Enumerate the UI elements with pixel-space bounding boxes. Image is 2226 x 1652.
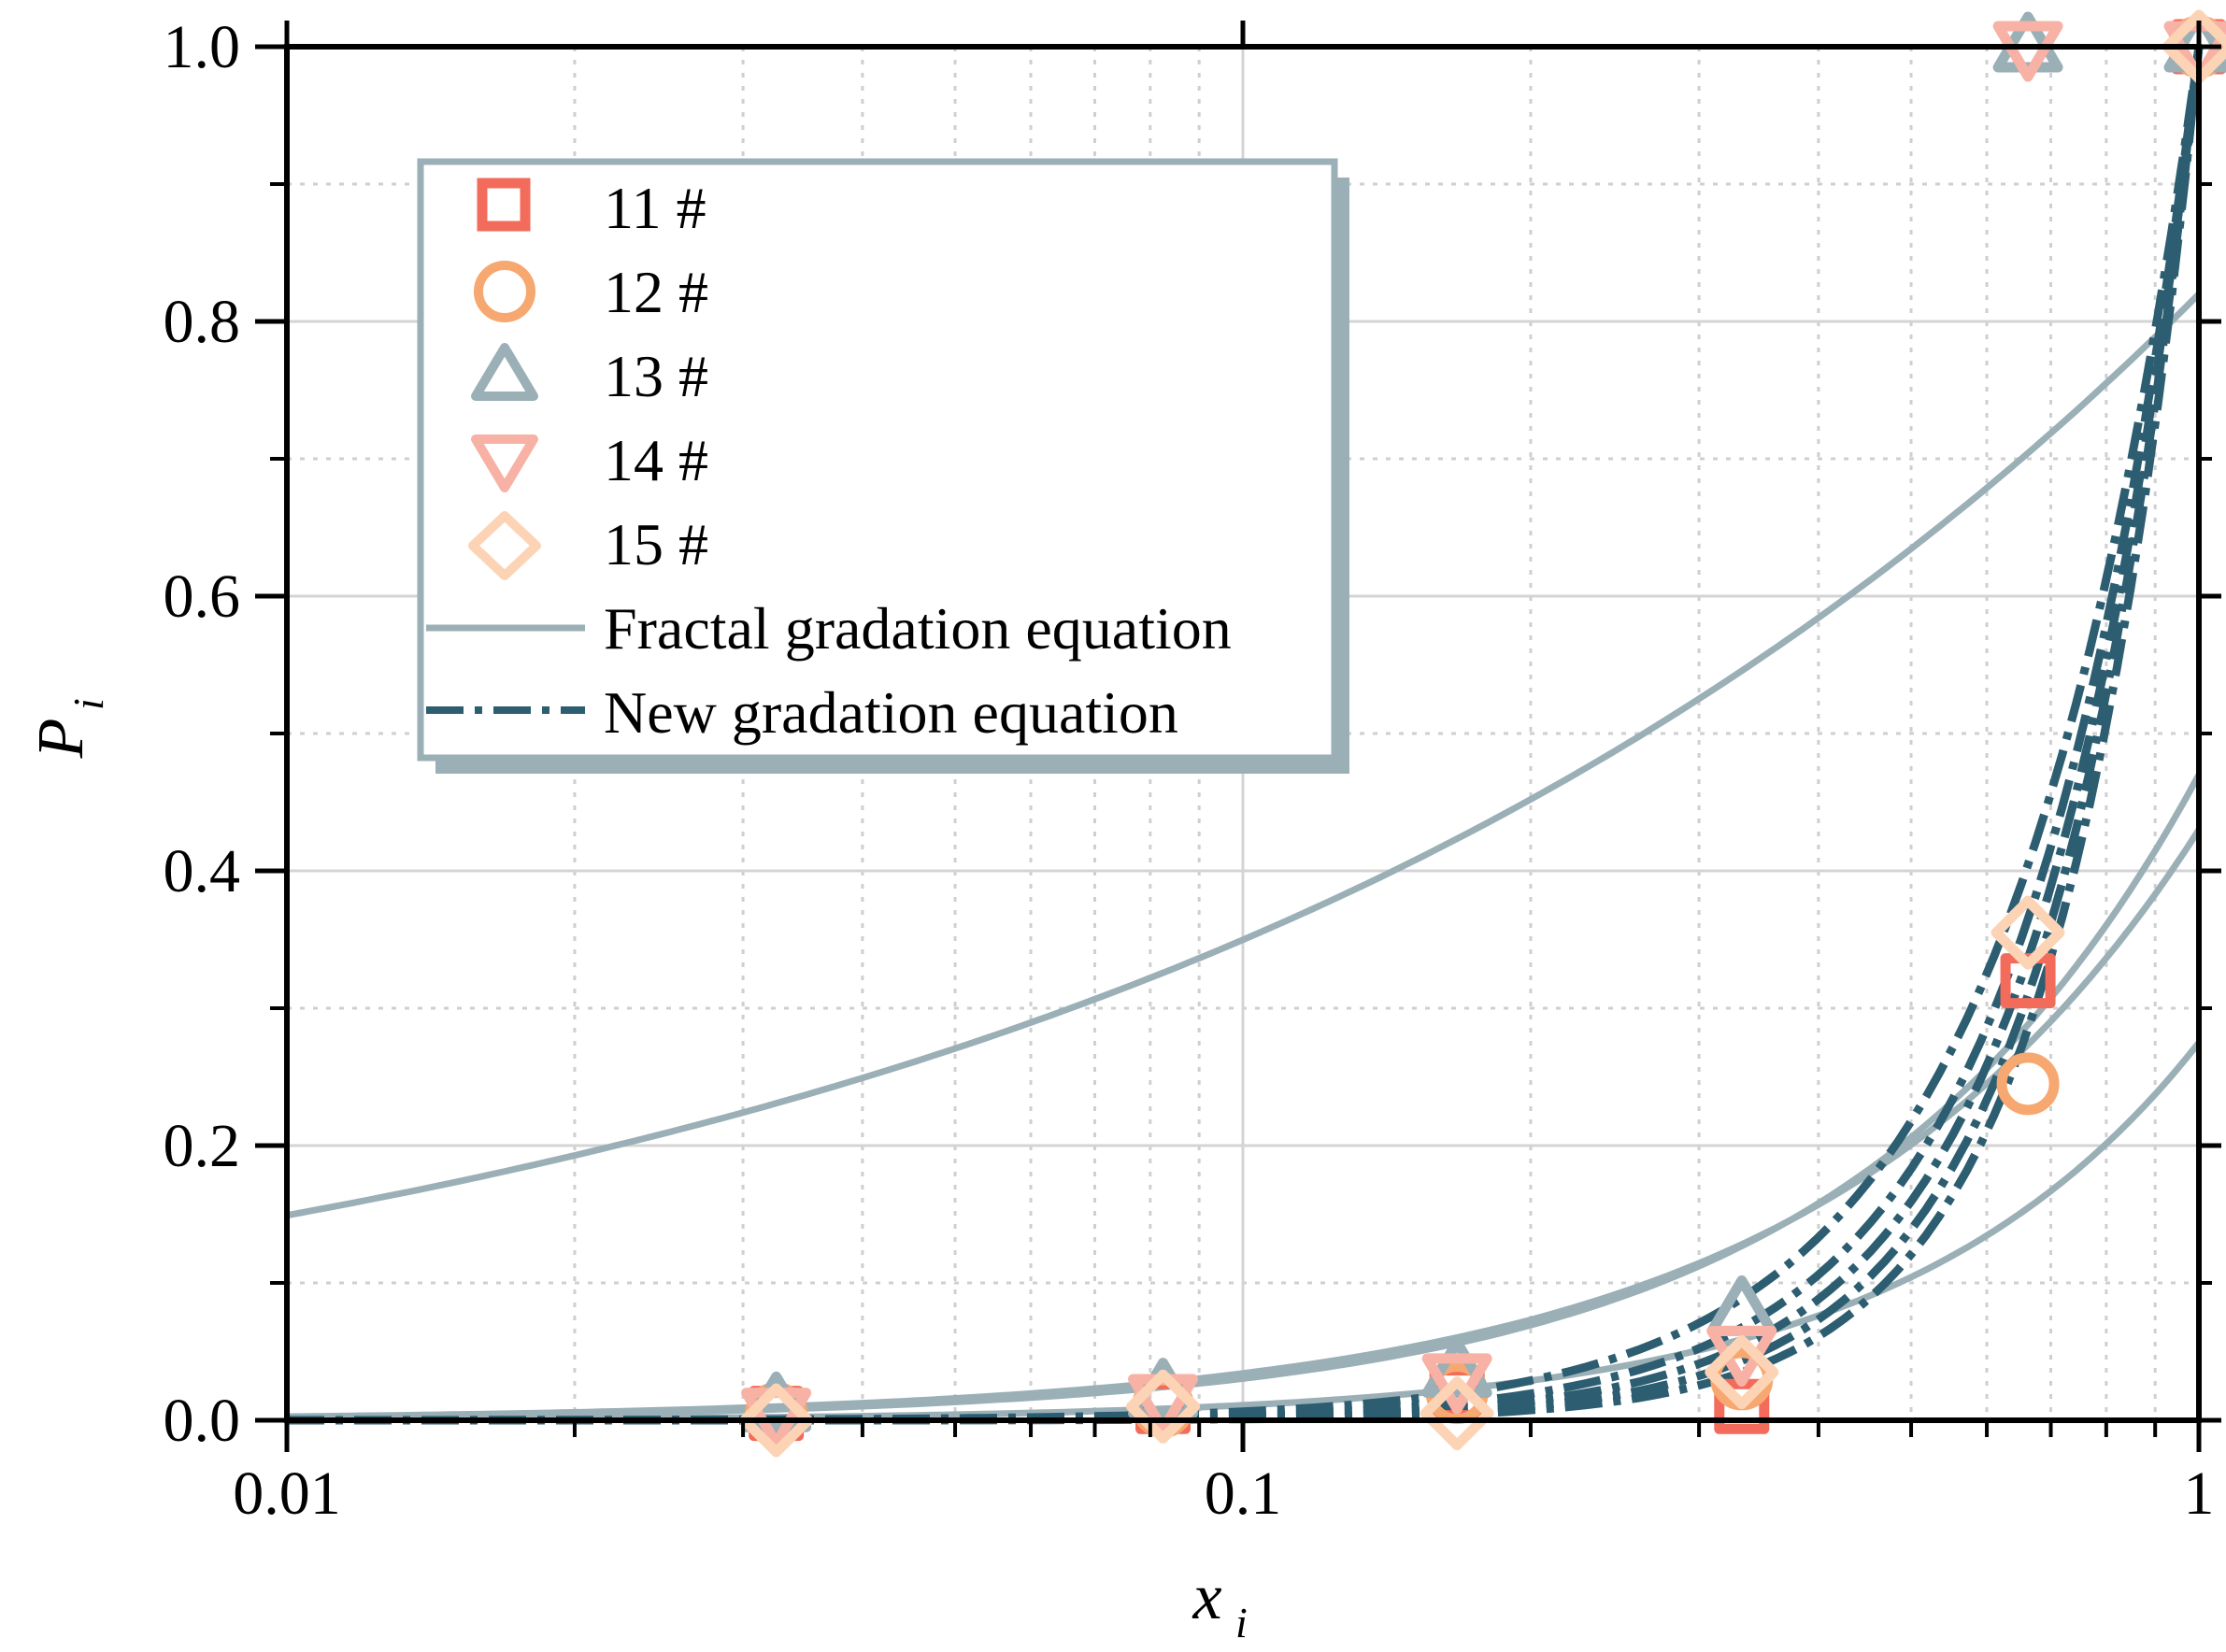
legend: 11 # 12 # 13 # 14 # 15 # Fractal gradati… — [417, 158, 1349, 774]
legend-triangle-up-marker — [471, 343, 538, 401]
x-axis-title-sub: i — [1235, 1599, 1248, 1646]
y-tick-label: 0.6 — [164, 563, 241, 631]
legend-circle-marker — [474, 261, 535, 322]
y-tick-label: 0.8 — [164, 288, 241, 356]
x-tick-label: 1 — [2184, 1460, 2215, 1528]
marker-series-4-triangle-down — [1992, 21, 2063, 82]
axes — [255, 21, 2221, 1452]
tick-labels: 0.01 0.1 1 0.0 0.2 0.4 0.6 0.8 1.0 — [164, 13, 2215, 1528]
y-tick-label: 1.0 — [164, 13, 241, 81]
y-tick-label: 0.2 — [164, 1112, 241, 1180]
legend-label-14: 14 # — [604, 427, 708, 493]
legend-label-new: New gradation equation — [604, 679, 1178, 746]
legend-label-11: 11 # — [604, 175, 706, 241]
legend-triangle-down-marker — [471, 434, 538, 492]
y-tick-label: 0.0 — [164, 1387, 241, 1455]
x-tick-label: 0.01 — [233, 1460, 341, 1528]
x-axis-title: x i — [1191, 1561, 1247, 1646]
legend-square-marker — [477, 178, 531, 232]
marker-series-5-diamond — [1126, 1369, 1201, 1444]
y-axis-title-sub: i — [64, 698, 112, 710]
legend-diamond-marker — [468, 511, 541, 580]
legend-label-12: 12 # — [604, 259, 708, 325]
legend-label-fractal: Fractal gradation equation — [604, 595, 1232, 662]
y-axis-title-main: P — [25, 719, 97, 760]
marker-series-2-circle — [1996, 1052, 2060, 1116]
x-axis-title-main: x — [1191, 1561, 1221, 1633]
marker-series-5-diamond — [1991, 895, 2065, 970]
marker-series-4-triangle-down — [1421, 1353, 1492, 1415]
marker-series-5-diamond — [739, 1383, 814, 1458]
marker-series-3-triangle-up — [1421, 1337, 1492, 1399]
legend-label-13: 13 # — [604, 343, 708, 409]
marker-series-5-diamond — [1420, 1376, 1494, 1451]
y-tick-label: 0.4 — [164, 837, 241, 905]
fractal-fit-curve — [286, 292, 2202, 1219]
legend-box — [417, 158, 1338, 762]
y-axis-title: P i — [25, 698, 112, 759]
x-tick-label: 0.1 — [1205, 1460, 1282, 1528]
marker-series-5-diamond — [1705, 1335, 1779, 1410]
legend-label-15: 15 # — [604, 511, 708, 577]
